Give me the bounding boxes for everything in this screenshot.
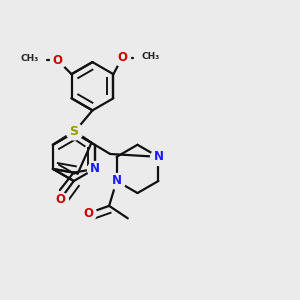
Text: O: O	[83, 207, 93, 220]
Text: CH₃: CH₃	[141, 52, 159, 61]
Text: CH₃: CH₃	[21, 54, 39, 63]
Text: N: N	[153, 150, 164, 163]
Text: N: N	[90, 162, 100, 176]
Text: O: O	[117, 52, 127, 64]
Text: O: O	[55, 193, 65, 206]
Text: O: O	[53, 54, 63, 67]
Text: N: N	[112, 175, 122, 188]
Text: S: S	[70, 124, 79, 138]
